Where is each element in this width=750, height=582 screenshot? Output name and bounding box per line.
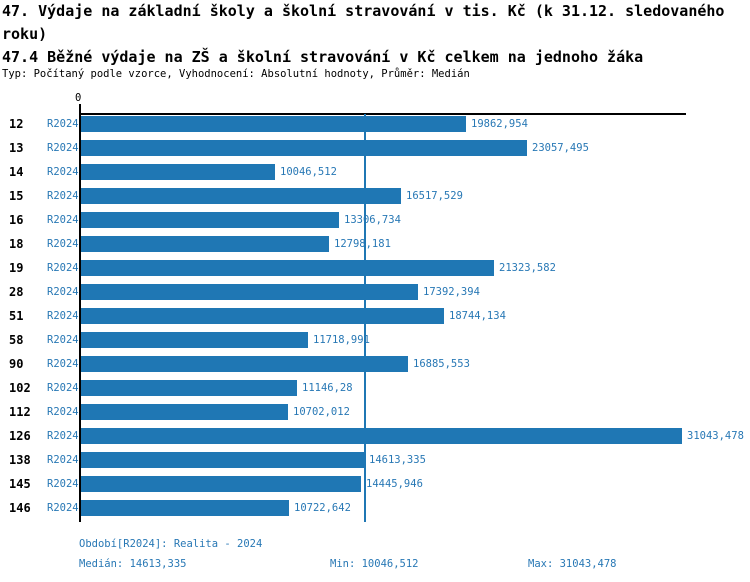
- row-series-label: R2024: [47, 382, 79, 394]
- chart-row: 15 R2024 16517,529: [0, 188, 750, 204]
- stat-median: Medián: 14613,335: [79, 558, 187, 570]
- chart-row: 18 R2024 12798,181: [0, 236, 750, 252]
- bar[interactable]: [81, 332, 308, 348]
- bar-value-label: 16517,529: [406, 190, 463, 202]
- bar-value-label: 31043,478: [687, 430, 744, 442]
- row-series-label: R2024: [47, 166, 79, 178]
- row-category-label: 145: [9, 477, 31, 491]
- chart-row: 58 R2024 11718,991: [0, 332, 750, 348]
- row-series-label: R2024: [47, 142, 79, 154]
- row-category-label: 146: [9, 501, 31, 515]
- row-series-label: R2024: [47, 118, 79, 130]
- bar[interactable]: [81, 308, 444, 324]
- bar-value-label: 17392,394: [423, 286, 480, 298]
- row-category-label: 58: [9, 333, 24, 347]
- bar-value-label: 11718,991: [313, 334, 370, 346]
- bar-value-label: 11146,28: [302, 382, 353, 394]
- chart-row: 13 R2024 23057,495: [0, 140, 750, 156]
- chart-row: 90 R2024 16885,553: [0, 356, 750, 372]
- bar-value-label: 23057,495: [532, 142, 589, 154]
- chart-row: 28 R2024 17392,394: [0, 284, 750, 300]
- row-category-label: 51: [9, 309, 24, 323]
- bar[interactable]: [81, 404, 288, 420]
- bar[interactable]: [81, 260, 494, 276]
- chart-row: 14 R2024 10046,512: [0, 164, 750, 180]
- row-category-label: 16: [9, 213, 24, 227]
- row-series-label: R2024: [47, 502, 79, 514]
- row-series-label: R2024: [47, 454, 79, 466]
- row-category-label: 18: [9, 237, 24, 251]
- bar-value-label: 18744,134: [449, 310, 506, 322]
- row-series-label: R2024: [47, 286, 79, 298]
- bar[interactable]: [81, 140, 527, 156]
- row-series-label: R2024: [47, 214, 79, 226]
- bar[interactable]: [81, 380, 297, 396]
- bar-value-label: 10046,512: [280, 166, 337, 178]
- bar-value-label: 12798,181: [334, 238, 391, 250]
- chart-row: 12 R2024 19862,954: [0, 116, 750, 132]
- bar-value-label: 13306,734: [344, 214, 401, 226]
- bar[interactable]: [81, 476, 361, 492]
- bar-value-label: 16885,553: [413, 358, 470, 370]
- bar-value-label: 10722,642: [294, 502, 351, 514]
- row-category-label: 12: [9, 117, 24, 131]
- row-category-label: 28: [9, 285, 24, 299]
- stat-min: Min: 10046,512: [330, 558, 419, 570]
- row-category-label: 90: [9, 357, 24, 371]
- row-series-label: R2024: [47, 478, 79, 490]
- y-axis-line: [79, 104, 81, 522]
- chart-row: 138 R2024 14613,335: [0, 452, 750, 468]
- chart-row: 112 R2024 10702,012: [0, 404, 750, 420]
- bar-value-label: 14613,335: [369, 454, 426, 466]
- chart-row: 126 R2024 31043,478: [0, 428, 750, 444]
- bar-value-label: 14445,946: [366, 478, 423, 490]
- row-category-label: 138: [9, 453, 31, 467]
- chart-title-line2: 47.4 Běžné výdaje na ZŠ a školní stravov…: [2, 48, 644, 66]
- chart-row: 19 R2024 21323,582: [0, 260, 750, 276]
- row-series-label: R2024: [47, 310, 79, 322]
- bar[interactable]: [81, 188, 401, 204]
- bar-value-label: 19862,954: [471, 118, 528, 130]
- chart-row: 51 R2024 18744,134: [0, 308, 750, 324]
- bar[interactable]: [81, 164, 275, 180]
- bar[interactable]: [81, 284, 418, 300]
- row-series-label: R2024: [47, 262, 79, 274]
- bar[interactable]: [81, 452, 364, 468]
- row-category-label: 102: [9, 381, 31, 395]
- bar[interactable]: [81, 116, 466, 132]
- chart-row: 145 R2024 14445,946: [0, 476, 750, 492]
- row-series-label: R2024: [47, 190, 79, 202]
- row-series-label: R2024: [47, 430, 79, 442]
- bar-value-label: 10702,012: [293, 406, 350, 418]
- bar[interactable]: [81, 236, 329, 252]
- bar[interactable]: [81, 500, 289, 516]
- row-category-label: 15: [9, 189, 24, 203]
- row-series-label: R2024: [47, 238, 79, 250]
- row-category-label: 14: [9, 165, 24, 179]
- bar-value-label: 21323,582: [499, 262, 556, 274]
- row-series-label: R2024: [47, 334, 79, 346]
- chart-title-line1: 47. Výdaje na základní školy a školní st…: [2, 2, 725, 43]
- chart-row: 102 R2024 11146,28: [0, 380, 750, 396]
- row-category-label: 13: [9, 141, 24, 155]
- period-legend: Období[R2024]: Realita - 2024: [79, 538, 263, 550]
- row-series-label: R2024: [47, 358, 79, 370]
- stat-max: Max: 31043,478: [528, 558, 617, 570]
- row-category-label: 112: [9, 405, 31, 419]
- x-axis-zero-tick-label: 0: [75, 92, 82, 104]
- row-series-label: R2024: [47, 406, 79, 418]
- bar[interactable]: [81, 356, 408, 372]
- chart-row: 16 R2024 13306,734: [0, 212, 750, 228]
- chart-meta-line: Typ: Počítaný podle vzorce, Vyhodnocení:…: [2, 68, 470, 80]
- bar[interactable]: [81, 212, 339, 228]
- x-axis-top-line: [81, 113, 686, 115]
- chart-row: 146 R2024 10722,642: [0, 500, 750, 516]
- row-category-label: 126: [9, 429, 31, 443]
- row-category-label: 19: [9, 261, 24, 275]
- bar[interactable]: [81, 428, 682, 444]
